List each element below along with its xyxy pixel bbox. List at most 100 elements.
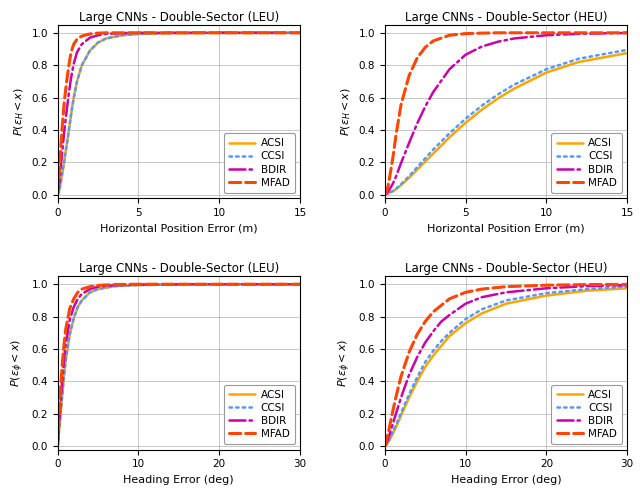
BDIR [543,32,550,38]
ACSI [78,297,86,303]
MFAD [54,192,61,198]
BDIR [57,396,65,402]
MFAD [478,30,486,36]
CCSI [381,443,388,449]
CCSI [54,190,62,196]
BDIR [110,282,118,288]
BDIR [445,312,453,318]
Line: ACSI: ACSI [385,53,627,195]
Line: MFAD: MFAD [58,33,300,195]
CCSI [393,420,401,426]
CCSI [296,281,304,287]
CCSI [215,30,223,36]
MFAD [393,390,401,396]
ACSI [296,281,304,287]
BDIR [56,419,63,425]
ACSI [381,443,388,449]
CCSI [445,330,453,336]
BDIR [134,282,142,288]
CCSI [54,435,62,441]
BDIR [405,140,413,146]
ACSI [175,282,182,288]
Legend: ACSI, CCSI, BDIR, MFAD: ACSI, CCSI, BDIR, MFAD [552,133,622,193]
Line: MFAD: MFAD [385,33,627,195]
MFAD [384,183,392,189]
MFAD [60,101,68,107]
BDIR [65,90,73,96]
CCSI [57,408,65,413]
ACSI [59,390,67,396]
MFAD [405,349,413,355]
ACSI [57,408,65,413]
BDIR [102,31,110,37]
ACSI [383,191,390,197]
BDIR [175,281,182,287]
ACSI [386,190,394,196]
Line: MFAD: MFAD [58,284,300,446]
ACSI [215,30,223,36]
CCSI [623,284,631,289]
ACSI [445,333,453,339]
Line: BDIR: BDIR [385,285,627,446]
MFAD [462,289,470,295]
ACSI [583,288,591,294]
MFAD [134,30,142,36]
MFAD [385,427,393,433]
MFAD [215,30,223,36]
BDIR [56,172,64,178]
CCSI [405,173,413,179]
MFAD [429,38,437,44]
MFAD [510,30,518,36]
BDIR [389,421,397,427]
MFAD [421,44,429,50]
X-axis label: Horizontal Position Error (m): Horizontal Position Error (m) [427,223,585,233]
BDIR [296,281,304,287]
CCSI [543,290,550,296]
CCSI [102,36,110,41]
MFAD [94,283,102,288]
CCSI [70,95,77,101]
BDIR [74,296,82,302]
CCSI [134,31,142,37]
MFAD [543,282,550,288]
BDIR [59,375,67,381]
BDIR [94,32,102,38]
Title: Large CNNs - Double-Sector (LEU): Large CNNs - Double-Sector (LEU) [79,10,279,24]
MFAD [215,281,223,287]
BDIR [118,30,126,36]
CCSI [56,425,63,431]
ACSI [445,134,453,140]
BDIR [62,116,70,122]
Title: Large CNNs - Double-Sector (LEU): Large CNNs - Double-Sector (LEU) [79,262,279,275]
MFAD [78,33,86,39]
CCSI [65,127,73,133]
ACSI [134,282,142,288]
Y-axis label: $P(\epsilon_H < x)$: $P(\epsilon_H < x)$ [12,87,26,136]
BDIR [413,354,421,360]
ACSI [397,182,405,188]
CCSI [429,348,437,354]
MFAD [462,31,470,37]
MFAD [386,174,394,180]
MFAD [389,408,397,413]
ACSI [66,331,74,337]
MFAD [86,31,93,37]
ACSI [438,343,445,349]
MFAD [438,302,445,308]
ACSI [110,283,118,289]
ACSI [392,186,400,192]
Line: CCSI: CCSI [385,50,627,195]
MFAD [54,443,61,449]
ACSI [54,435,62,441]
CCSI [94,40,102,45]
BDIR [167,30,175,36]
MFAD [67,52,74,58]
ACSI [429,151,437,157]
CCSI [59,390,67,396]
BDIR [54,432,62,438]
ACSI [389,430,397,436]
ACSI [543,70,550,76]
CCSI [110,283,118,289]
BDIR [543,286,550,291]
BDIR [405,372,413,378]
